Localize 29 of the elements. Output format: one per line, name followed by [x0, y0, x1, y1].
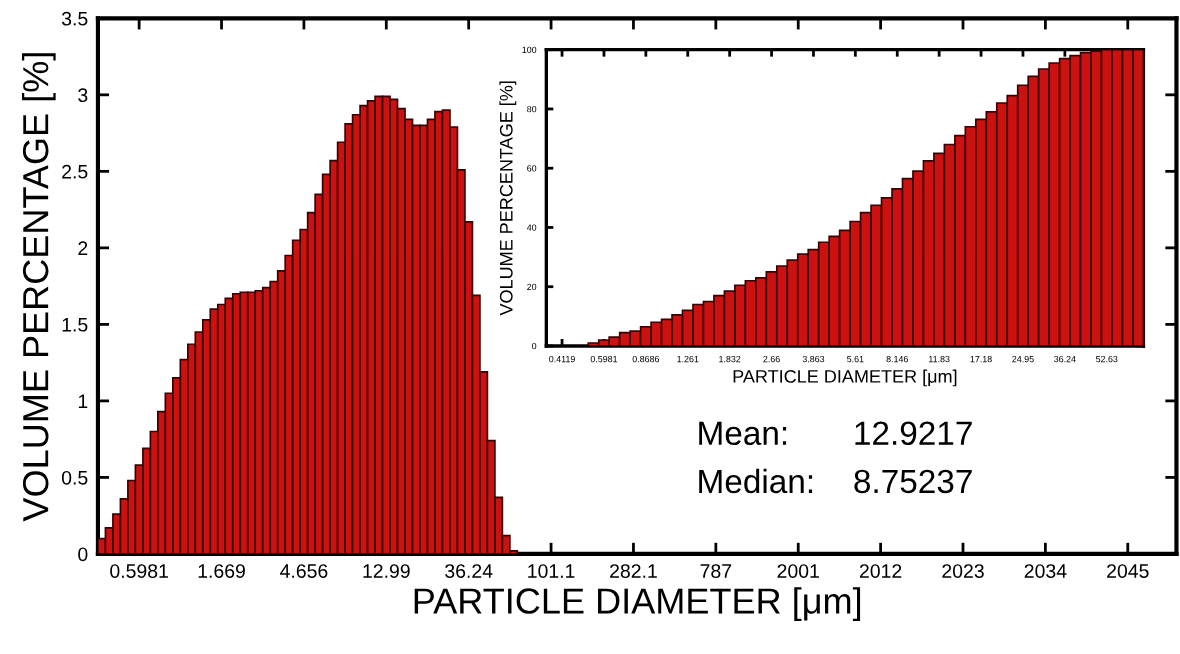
y-tick-label: 2 — [78, 241, 88, 255]
x-tick-label: 787 — [700, 564, 732, 578]
y-tick-label: 1 — [78, 394, 88, 408]
x-tick-label: 2034 — [1024, 564, 1067, 578]
y-tick-label: 1.5 — [62, 318, 88, 332]
annotation: Median: — [699, 468, 813, 494]
y-tick-label: 3.5 — [61, 11, 88, 26]
x-tick-label: 101.1 — [528, 564, 575, 578]
annotation: 8.75237 — [854, 469, 972, 494]
y-axis-title: VOLUME PERCENTAGE [%] — [499, 81, 517, 316]
x-tick-label: 2023 — [942, 564, 984, 578]
annotation: 12.9217 — [855, 421, 972, 446]
x-tick-label: 282.1 — [610, 564, 657, 578]
y-tick-label: 0 — [78, 547, 88, 562]
x-tick-label: 0.5981 — [110, 564, 168, 578]
x-tick-label: 36.24 — [445, 564, 493, 578]
y-axis-title: VOLUME PERCENTAGE [%] — [21, 53, 56, 522]
y-tick-label: 2.5 — [62, 164, 88, 179]
x-tick-label: 1.669 — [198, 564, 245, 578]
x-axis-title: PARTICLE DIAMETER [μm] — [733, 369, 957, 387]
y-tick-label: 3 — [78, 88, 88, 103]
x-axis-title: PARTICLE DIAMETER [μm] — [414, 587, 861, 621]
y-tick-label: 0.5 — [61, 470, 88, 485]
x-tick-label: 2001 — [777, 564, 819, 578]
x-tick-label: 2012 — [859, 564, 902, 578]
x-tick-label: 2045 — [1107, 564, 1149, 578]
annotation: Mean: — [699, 421, 787, 446]
x-tick-label: 4.656 — [280, 564, 328, 578]
x-tick-label: 12.99 — [363, 564, 410, 578]
